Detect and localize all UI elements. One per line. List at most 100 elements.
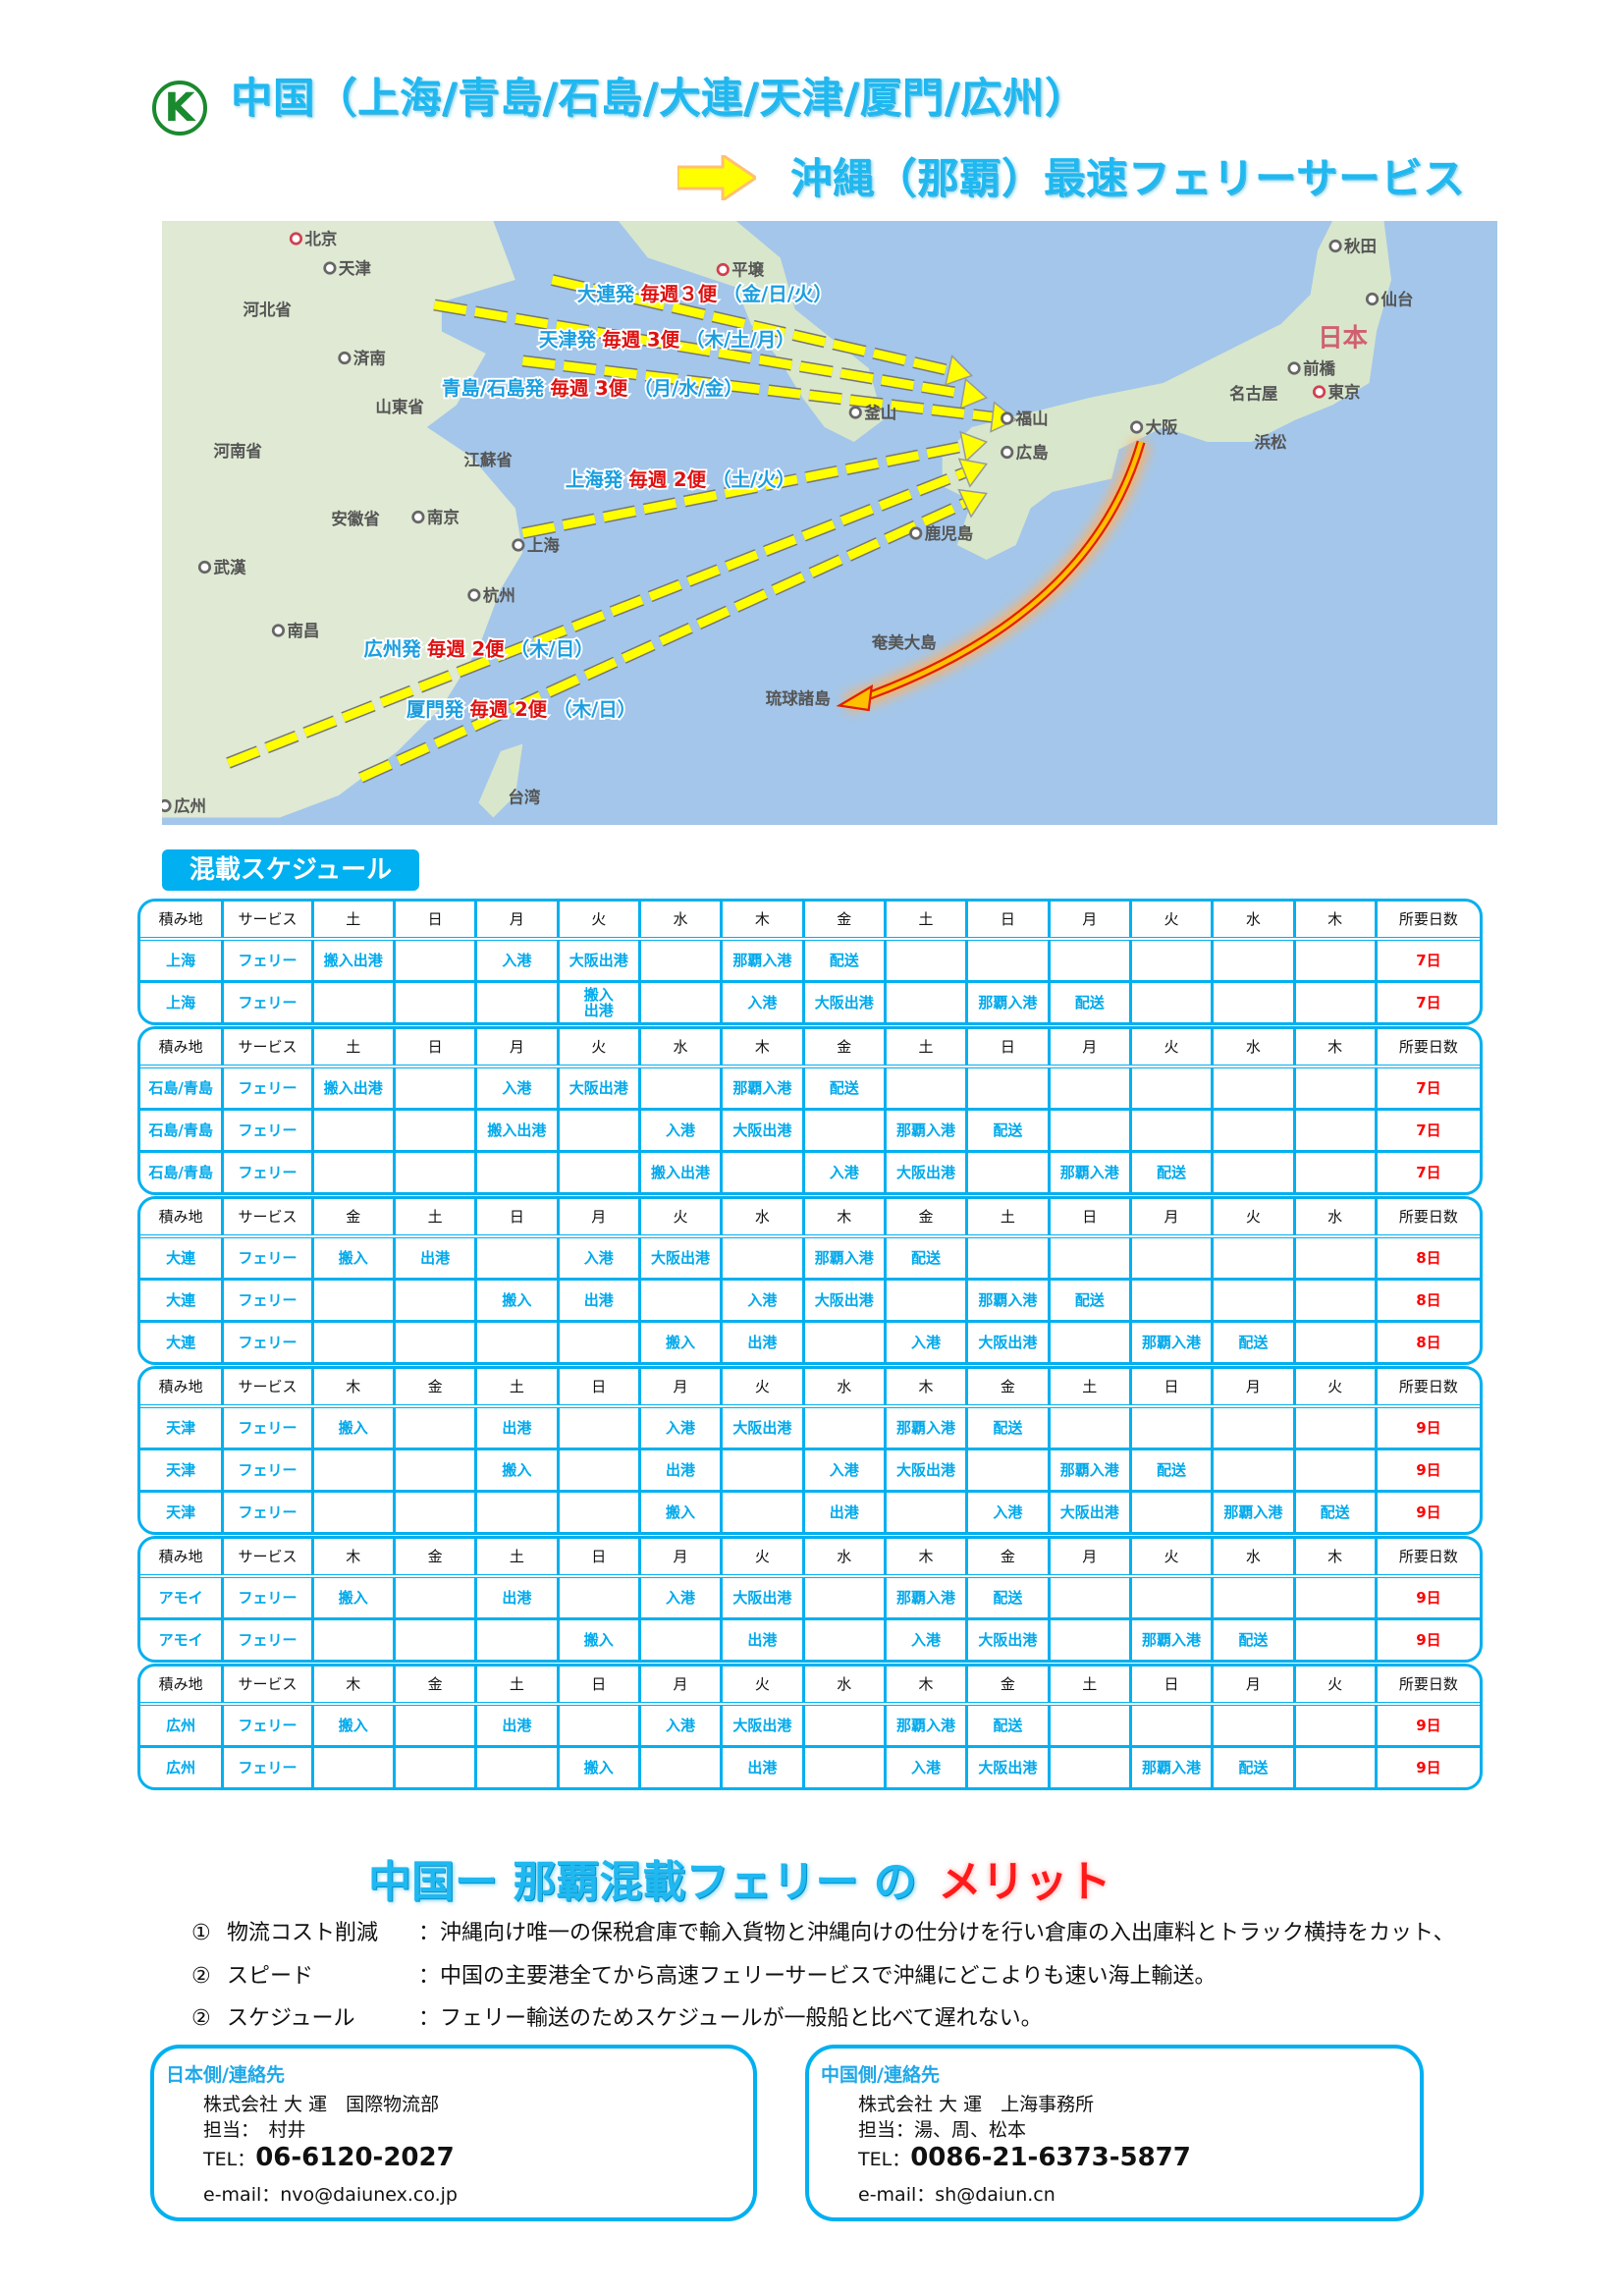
schedule-cell: 出港 [556,1281,638,1320]
schedule-cell [474,1493,556,1532]
route-label: 厦門発 毎週 2便 （木/日） [406,698,636,721]
city-label: 広州 [174,795,206,815]
route-arrowhead [944,355,974,386]
header-day: 火 [720,1539,801,1574]
schedule-cell: 大阪出港 [720,1706,801,1745]
route-label-freq: 毎週 2便 [427,637,505,660]
row-total-days: 8日 [1374,1238,1480,1278]
schedule-header-row: 積み地 サービス木金土日月火水木金月火水木所要日数 [140,1539,1480,1578]
schedule-cell: 那覇入港 [1047,1450,1129,1490]
schedule-cell [883,1493,965,1532]
japan-contact-box: 日本側/連絡先 株式会社 大 運 国際物流部 担当： 村井 TEL：06-6120-2… [150,2045,757,2221]
schedule-cell: 大阪出港 [801,983,884,1022]
schedule-cell [392,1111,474,1150]
schedule-cell: 搬入 [310,1238,393,1278]
china-land [162,221,523,818]
city-label: 東京 [1328,382,1361,402]
schedule-cell: 配送 [965,1408,1047,1448]
schedule-cell: 搬入 [310,1578,393,1617]
schedule-cell: 出港 [474,1578,556,1617]
schedule-cell [1047,1578,1129,1617]
tel-label: TEL： [858,2149,911,2170]
row-service: フェリー [221,1281,310,1320]
schedule-cell [1292,941,1375,980]
schedule-cell: 那覇入港 [1128,1620,1211,1660]
schedule-cell [637,941,720,980]
row-total-days: 7日 [1374,1153,1480,1192]
contact-email[interactable]: e-mail：sh@daiun.cn [858,2184,1056,2206]
city-label: 南京 [427,507,460,526]
schedule-cell [556,1323,638,1362]
schedule-cell: 搬入 [556,1748,638,1787]
header-service: サービス [221,1667,310,1702]
schedule-cell [1047,1068,1129,1108]
row-service: フェリー [221,941,310,980]
header-day: 火 [556,902,638,937]
city-label: 名古屋 [1229,383,1277,403]
row-origin: 広州 [166,1717,196,1734]
schedule-cell [1292,1111,1375,1150]
route-label: 広州発 毎週 2便 （木/日） [363,637,593,660]
header-day: 火 [1292,1667,1375,1702]
city-label: 済南 [353,348,386,367]
header-day: 日 [392,902,474,937]
schedule-cell [1292,1620,1375,1660]
header-day: 火 [1292,1369,1375,1404]
header-day: 土 [965,1199,1047,1234]
row-origin: アモイ [158,1589,203,1607]
header-day: 月 [637,1539,720,1574]
schedule-cell: 那覇入港 [883,1578,965,1617]
route-label: 大連発 毎週３便 （金/日/火） [577,283,833,305]
schedule-cell [1128,1238,1211,1278]
route-label: 青島/石島発 毎週 3便 （月/水/金） [442,377,743,400]
schedule-block: 積み地 サービス木金土日月火水木金土日月火所要日数 広州 フェリー 搬入 出港 入港 大阪出港… [137,1664,1483,1790]
schedule-cell [474,1323,556,1362]
schedule-cell [637,1748,720,1787]
header-day: 木 [1292,902,1375,937]
route-label-freq: 毎週 3便 [550,377,627,400]
city-marker [512,538,525,552]
contact-email[interactable]: e-mail：nvo@daiunex.co.jp [203,2184,458,2206]
schedule-block: 積み地 サービス木金土日月火水木金土日月火所要日数 天津 フェリー 搬入 出港 入港 大阪出港… [137,1366,1483,1535]
contact-heading: 日本側/連絡先 [166,2064,285,2086]
merit-title: 中国ー 那覇混載フェリー のメリット [368,1846,1111,1909]
schedule-cell: 入港 [883,1748,965,1787]
schedule-cell: 配送 [1047,983,1129,1022]
schedule-cell: 配送 [1128,1153,1211,1192]
schedule-header-row: 積み地 サービス木金土日月火水木金土日月火所要日数 [140,1369,1480,1408]
tel-number[interactable]: 0086-21-6373-5877 [910,2143,1191,2172]
schedule-cell [1292,1450,1375,1490]
city-marker [338,351,352,365]
row-service: フェリー [221,1450,310,1490]
schedule-cell: 大阪出港 [720,1111,801,1150]
schedule-cell: 搬入出港 [474,1111,556,1150]
schedule-cell: 入港 [474,1068,556,1108]
schedule-cell [556,1706,638,1745]
schedule-cell: 大阪出港 [883,1153,965,1192]
city-marker [289,232,303,246]
city-label: 琉球諸島 [766,688,831,708]
header-day: 木 [883,1369,965,1404]
header-day: 土 [883,1029,965,1065]
schedule-cell [310,1493,393,1532]
header-day: 水 [1211,1029,1292,1065]
header-day: 火 [1128,1539,1211,1574]
schedule-cell [310,1153,393,1192]
schedule-cell [310,1111,393,1150]
tel-number[interactable]: 06-6120-2027 [255,2143,455,2172]
schedule-cell [1128,1068,1211,1108]
city-marker [162,798,172,813]
schedule-cell: 配送 [1047,1281,1129,1320]
schedule-cell: 那覇入港 [883,1706,965,1745]
schedule-cell [474,1748,556,1787]
schedule-cell: 大阪出港 [965,1620,1047,1660]
header-day: 木 [310,1539,393,1574]
row-total-days: 7日 [1374,1111,1480,1150]
schedule-cell: 入港 [474,941,556,980]
city-label: 鹿児島 [925,523,973,543]
korea-land [618,221,884,442]
schedule-cell: 配送 [801,1068,884,1108]
header-day: 金 [392,1667,474,1702]
row-service: フェリー [221,983,310,1022]
schedule-cell [1211,1706,1292,1745]
